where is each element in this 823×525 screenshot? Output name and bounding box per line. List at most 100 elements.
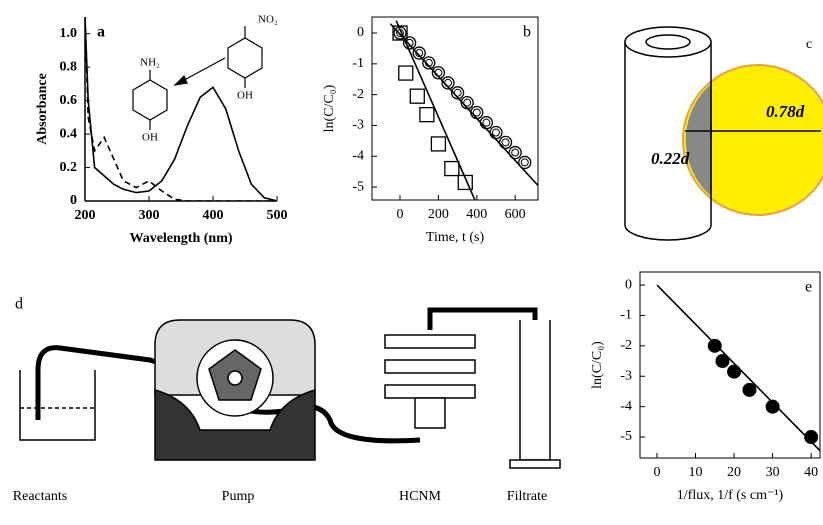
- graduated-cylinder: [519, 320, 551, 461]
- module: [384, 359, 476, 374]
- beaker: [19, 370, 96, 441]
- module: [384, 384, 476, 399]
- x-tick-label: 300: [139, 208, 160, 223]
- marker: [402, 36, 417, 50]
- marker: [412, 46, 426, 60]
- y-tick-label: -3: [352, 118, 364, 133]
- outlet: [414, 397, 446, 429]
- series-line: [389, 23, 538, 187]
- y-tick-label: -1: [620, 308, 632, 323]
- fiber: [624, 42, 712, 241]
- x-axis-label: 1/flux, 1/f (s cm⁻¹): [677, 488, 784, 503]
- marker-inner: [482, 118, 491, 127]
- component-label: HCNM: [399, 489, 442, 504]
- y-tick-label: 0: [625, 277, 632, 292]
- plot-frame: [639, 271, 821, 459]
- arrow-head: [173, 74, 188, 86]
- panel-c: c 0.78d 0.22d: [624, 26, 823, 241]
- annotation: OH: [237, 90, 253, 102]
- marker: [508, 145, 522, 160]
- x-axis-label: Wavelength (nm): [129, 231, 232, 246]
- annotation: NO₂: [258, 14, 278, 26]
- molecules: [132, 26, 263, 130]
- marker-inner: [463, 98, 472, 107]
- y-tick-label: 1.0: [60, 26, 78, 41]
- marker: [727, 364, 742, 379]
- dimension-label: 0.78d: [766, 102, 805, 121]
- panel-label: d: [15, 296, 23, 313]
- annotation: NH₂: [140, 57, 160, 69]
- x-tick-label: 600: [505, 207, 526, 222]
- marker: [804, 430, 819, 445]
- panel-label: e: [805, 279, 812, 296]
- series-line: [656, 284, 820, 452]
- y-tick-label: -5: [352, 179, 364, 194]
- x-tick-label: 10: [689, 465, 703, 480]
- marker: [392, 25, 408, 41]
- x-tick-label: 200: [75, 208, 96, 223]
- marker: [765, 399, 780, 414]
- panel-label: a: [97, 24, 105, 41]
- marker: [707, 338, 722, 353]
- marker: [450, 86, 465, 100]
- marker-inner: [511, 148, 520, 157]
- marker: [742, 382, 757, 397]
- y-axis-label: Absorbance: [35, 73, 50, 145]
- marker: [398, 65, 414, 81]
- y-tick-label: -1: [352, 56, 364, 71]
- x-tick-label: 400: [203, 208, 224, 223]
- panel-label: c: [806, 37, 812, 52]
- marker-inner: [472, 108, 481, 117]
- marker-inner: [491, 128, 500, 137]
- marker: [715, 354, 730, 369]
- y-axis-label: ln(C/C₀): [590, 341, 605, 389]
- annotation: OH: [142, 132, 158, 144]
- aminophenol-ring: [132, 79, 168, 121]
- y-tick-label: -5: [620, 429, 632, 444]
- x-tick-label: 0: [653, 465, 660, 480]
- y-tick-label: 0.6: [60, 93, 78, 108]
- y-tick-label: 0.4: [60, 126, 78, 141]
- x-tick-label: 20: [727, 465, 741, 480]
- fiber-lumen: [645, 34, 691, 50]
- component-label: Filtrate: [507, 489, 547, 504]
- wetted-part: [685, 83, 712, 197]
- marker: [430, 136, 447, 152]
- y-tick-label: -2: [620, 338, 632, 353]
- nitrophenol-ring: [227, 37, 263, 79]
- dimension-label: 0.22d: [651, 149, 690, 168]
- marker-inner: [501, 138, 510, 147]
- marker: [409, 88, 425, 104]
- x-tick-label: 40: [804, 465, 818, 480]
- marker-inner: [520, 158, 529, 167]
- cylinder-base: [509, 459, 561, 469]
- y-tick-label: 0.2: [60, 160, 78, 175]
- panel-label: b: [523, 24, 531, 41]
- marker: [470, 105, 484, 120]
- series-line: [85, 17, 277, 201]
- x-axis-label: Time, t (s): [426, 230, 485, 245]
- x-tick-label: 400: [466, 207, 487, 222]
- marker: [479, 116, 494, 130]
- x-tick-label: 200: [428, 207, 449, 222]
- chart: 0 200 400 600 0 -1 -2 -3 -4 -5 Time, t (s) ln(C/C₀)…: [322, 16, 539, 245]
- marker: [498, 135, 513, 150]
- chart: 200 300 400 500 0 0.2 0.4 0.6 0.8 1.0 Wavelength (…: [35, 17, 288, 246]
- marker: [444, 160, 460, 177]
- pump-base: [154, 389, 316, 461]
- y-tick-label: 0: [357, 25, 364, 40]
- chart: 0 10 20 30 40 0 -1 -2 -3 -4 -5 1/flux, 1/f (s cm⁻¹)…: [590, 271, 821, 503]
- component-label: Pump: [222, 489, 255, 504]
- y-tick-label: -3: [620, 368, 632, 383]
- component-label: Reactants: [13, 489, 67, 504]
- y-axis-label: ln(C/C₀): [322, 84, 337, 132]
- x-tick-label: 30: [766, 465, 780, 480]
- marker: [419, 107, 435, 123]
- droplet: [682, 64, 823, 216]
- series-line: [85, 17, 277, 201]
- marker: [518, 155, 532, 170]
- rotor-hub: [227, 370, 243, 386]
- y-tick-label: 0.8: [60, 59, 78, 74]
- y-tick-label: -4: [620, 399, 632, 414]
